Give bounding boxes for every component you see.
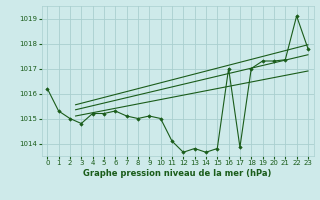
- X-axis label: Graphe pression niveau de la mer (hPa): Graphe pression niveau de la mer (hPa): [84, 169, 272, 178]
